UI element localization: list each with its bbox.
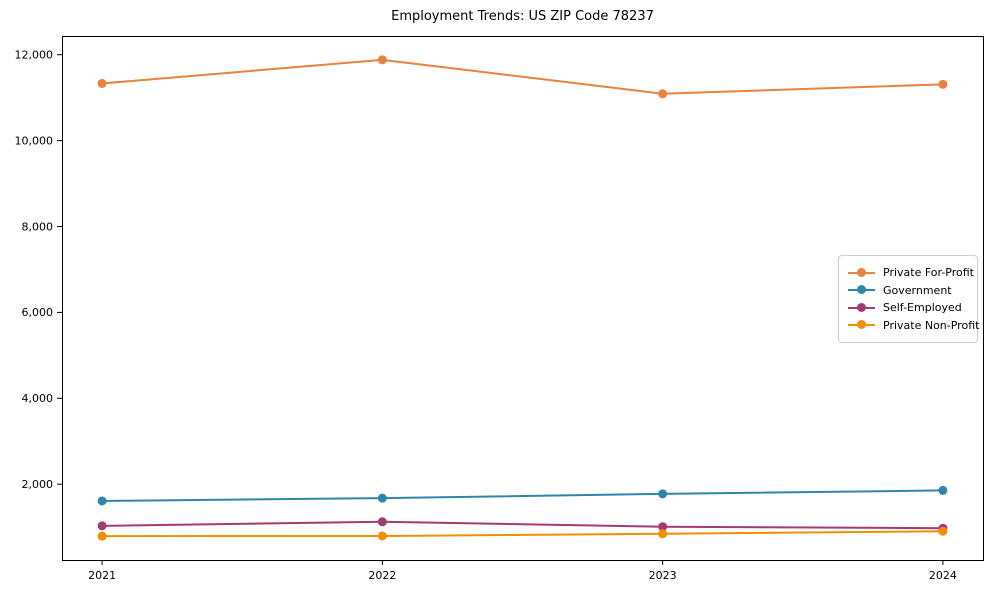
legend-item-private-non-profit: Private Non-Profit	[848, 317, 979, 335]
y-tick-label: 12,000	[15, 49, 54, 62]
legend-line-marker-icon	[848, 285, 875, 295]
chart-legend: Private For-Profit Government Self-Employe…	[838, 255, 979, 343]
series-line-self-employed	[102, 520, 943, 530]
series-marker-self-employed	[658, 522, 668, 532]
series-line-private-for-profit	[101, 58, 943, 95]
legend-marker-icon	[857, 320, 866, 330]
series-marker-government	[377, 493, 387, 503]
x-tick-label: 2024	[929, 569, 957, 582]
series-marker-private-non-profit	[97, 531, 107, 541]
plot-box	[62, 36, 984, 561]
series-marker-self-employed	[97, 521, 107, 531]
legend-item-self-employed: Self-Employed	[848, 299, 968, 317]
legend-marker-icon	[857, 285, 866, 295]
legend-marker-icon	[857, 267, 866, 277]
series-marker-government	[938, 485, 948, 495]
legend-marker-icon	[857, 302, 866, 312]
legend-line-marker-icon	[848, 320, 875, 330]
x-tick-label: 2023	[649, 569, 677, 582]
series-marker-private-for-profit	[938, 79, 948, 89]
legend-item-label: Self-Employed	[883, 301, 962, 315]
legend-item-label: Government	[883, 283, 952, 297]
x-tick-label: 2021	[88, 569, 116, 582]
y-tick-label: 8,000	[22, 220, 54, 233]
series-marker-private-for-profit	[97, 78, 107, 88]
legend-item-private-for-profit: Private For-Profit	[848, 264, 974, 282]
series-marker-private-non-profit	[658, 529, 668, 539]
series-marker-government	[97, 496, 107, 506]
legend-item-label: Private Non-Profit	[883, 318, 980, 332]
series-marker-self-employed	[377, 517, 387, 527]
y-tick-label: 4,000	[22, 392, 54, 405]
legend-item-government: Government	[848, 282, 968, 300]
y-tick-label: 2,000	[22, 478, 54, 491]
legend-line-marker-icon	[848, 267, 875, 278]
series-marker-private-for-profit	[658, 89, 668, 99]
series-marker-private-for-profit	[377, 55, 387, 65]
chart-title: Employment Trends: US ZIP Code 78237	[391, 9, 654, 24]
series-marker-private-non-profit	[938, 526, 948, 536]
legend-item-label: Private For-Profit	[883, 266, 974, 280]
series-marker-private-non-profit	[377, 531, 387, 541]
x-tick-label: 2022	[368, 569, 396, 582]
series-line-private-non-profit	[102, 530, 943, 538]
legend-line-marker-icon	[848, 302, 875, 313]
series-line-government	[102, 489, 943, 502]
y-tick-label: 6,000	[22, 306, 54, 319]
series-marker-government	[658, 489, 668, 499]
y-tick-label: 10,000	[15, 134, 54, 147]
